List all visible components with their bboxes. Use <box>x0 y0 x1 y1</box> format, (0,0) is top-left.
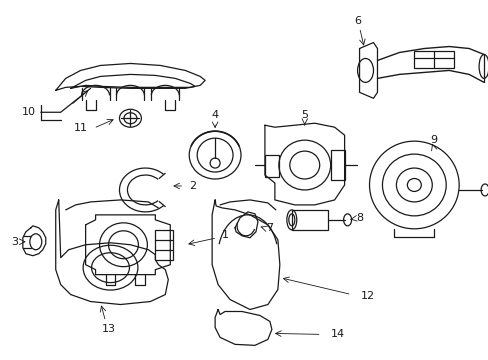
Text: 11: 11 <box>74 123 87 133</box>
Text: 2: 2 <box>188 181 195 191</box>
Bar <box>291 210 327 230</box>
Text: 3: 3 <box>11 237 19 247</box>
Text: 14: 14 <box>330 329 344 339</box>
Bar <box>155 230 173 260</box>
Text: 10: 10 <box>22 107 36 117</box>
Bar <box>413 50 453 68</box>
Text: 8: 8 <box>355 213 363 223</box>
Bar <box>330 150 344 180</box>
Bar <box>264 155 278 177</box>
Text: 7: 7 <box>266 223 273 233</box>
Text: 12: 12 <box>360 291 374 301</box>
Text: 13: 13 <box>102 324 115 334</box>
Text: 6: 6 <box>353 15 360 26</box>
Text: 4: 4 <box>211 110 218 120</box>
Text: 5: 5 <box>301 110 307 120</box>
Text: 1: 1 <box>221 230 228 240</box>
Text: 9: 9 <box>430 135 437 145</box>
